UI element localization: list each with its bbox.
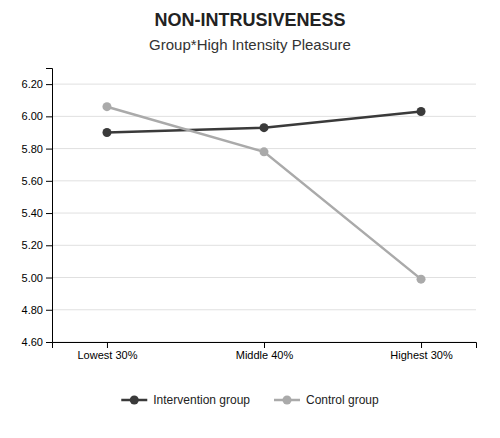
y-tick: 5.40 xyxy=(22,207,52,219)
y-axis-line xyxy=(46,69,53,343)
point xyxy=(260,147,269,156)
y-tick-label: 5.60 xyxy=(22,175,43,187)
x-tick: Lowest 30% xyxy=(77,342,137,361)
x-tick: Highest 30% xyxy=(390,342,453,361)
line xyxy=(107,112,421,133)
x-tick-mark xyxy=(421,342,422,348)
y-tick: 6.20 xyxy=(22,78,52,90)
y-tick-mark xyxy=(46,213,52,214)
y-tick-label: 5.20 xyxy=(22,239,43,251)
legend-label: Control group xyxy=(306,393,379,407)
y-tick-mark xyxy=(46,84,52,85)
y-axis: 4.60 4.80 5.00 5.20 5.40 5.60 5.80 6.00 6.20 xyxy=(22,69,53,349)
marks xyxy=(102,102,425,283)
subtitle: Group*High Intensity Pleasure xyxy=(149,36,351,53)
y-tick-label: 5.80 xyxy=(22,143,43,155)
legend-marker xyxy=(283,396,292,405)
grid-line xyxy=(52,309,476,310)
legend: Intervention group Control group xyxy=(121,393,379,407)
legend-marker xyxy=(130,396,139,405)
y-tick-label: 5.00 xyxy=(22,272,43,284)
grid-line xyxy=(52,245,476,246)
plot: 4.60 4.80 5.00 5.20 5.40 5.60 5.80 6.00 6.20 Lowe… xyxy=(22,69,477,361)
y-tick: 5.60 xyxy=(22,175,52,187)
x-tick-label: Highest 30% xyxy=(390,349,453,361)
x-tick-label: Lowest 30% xyxy=(77,349,137,361)
y-tick-label: 4.80 xyxy=(22,304,43,316)
grid-line xyxy=(52,116,476,117)
x-axis-line xyxy=(53,343,477,349)
y-tick: 6.00 xyxy=(22,110,52,122)
y-tick-mark xyxy=(46,245,52,246)
grid-line xyxy=(52,180,476,181)
y-tick-mark xyxy=(46,310,52,311)
y-tick-mark xyxy=(46,181,52,182)
series xyxy=(102,102,425,283)
x-tick-mark xyxy=(264,342,265,348)
point xyxy=(260,123,269,132)
x-axis: Lowest 30% Middle 40% Highest 30% xyxy=(53,342,477,361)
y-tick-mark xyxy=(46,116,52,117)
title: NON-INTRUSIVENESS xyxy=(154,10,345,30)
legend-label: Intervention group xyxy=(153,393,250,407)
y-tick-label: 6.20 xyxy=(22,78,43,90)
chart: NON-INTRUSIVENESS Group*High Intensity Pl… xyxy=(0,0,500,438)
y-tick: 5.80 xyxy=(22,143,52,155)
series xyxy=(102,107,425,137)
y-tick-label: 6.00 xyxy=(22,110,43,122)
point xyxy=(102,128,111,137)
y-tick: 4.60 xyxy=(22,336,52,348)
x-tick-label: Middle 40% xyxy=(236,349,294,361)
grid xyxy=(52,84,476,342)
point xyxy=(417,275,426,284)
y-tick-mark xyxy=(46,149,52,150)
y-tick-mark xyxy=(46,278,52,279)
x-tick: Middle 40% xyxy=(236,342,294,361)
line xyxy=(107,107,421,279)
point xyxy=(102,102,111,111)
legend-item: Intervention group xyxy=(121,393,250,407)
legend-item: Control group xyxy=(274,393,379,407)
point xyxy=(417,107,426,116)
y-tick-label: 4.60 xyxy=(22,336,43,348)
y-tick-mark xyxy=(46,342,52,343)
grid-line xyxy=(52,84,476,85)
y-tick: 4.80 xyxy=(22,304,52,316)
y-tick: 5.20 xyxy=(22,239,52,251)
x-tick-mark xyxy=(107,342,108,348)
y-tick-label: 5.40 xyxy=(22,207,43,219)
y-tick: 5.00 xyxy=(22,272,52,284)
grid-line xyxy=(52,277,476,278)
grid-line xyxy=(52,213,476,214)
